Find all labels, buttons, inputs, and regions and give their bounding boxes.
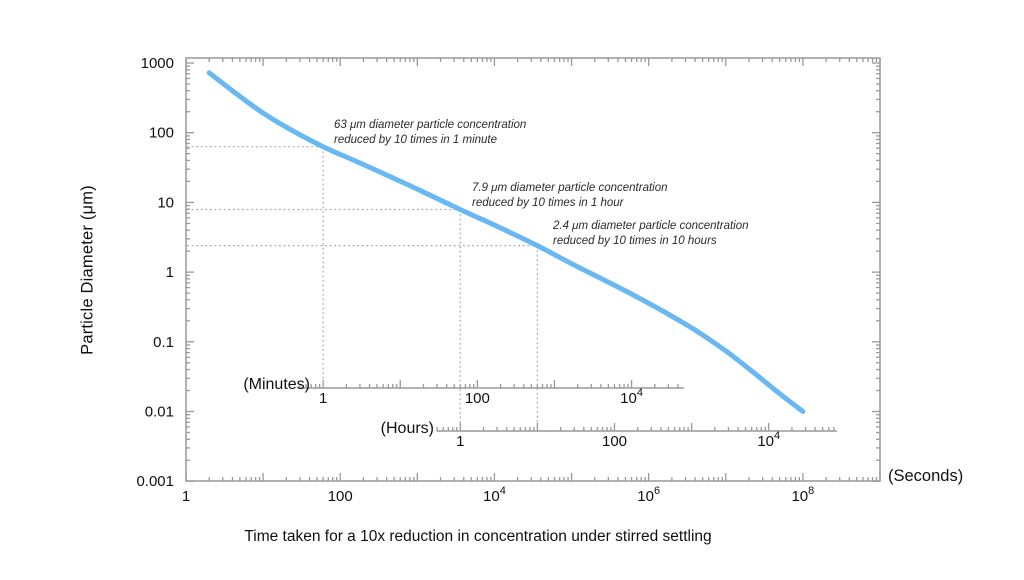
- diameter-tick-label: 100: [149, 125, 174, 142]
- minutes-axis-tick-label: 1: [319, 390, 327, 407]
- seconds-tick-label: 1: [182, 488, 190, 505]
- main-plot-box: [185, 57, 881, 482]
- seconds-tick-label: 108: [791, 485, 814, 505]
- seconds-tick-label: 100: [328, 488, 353, 505]
- minutes-axis: 1 100 104: [299, 380, 685, 407]
- diameter-axis-tick-labels: 1000 100 10 1 0.1 0.01 0.001: [136, 55, 174, 490]
- annotation-2.4um-line2: reduced by 10 times in 10 hours: [553, 235, 717, 247]
- hours-axis-unit-label: (Hours): [380, 420, 434, 437]
- diameter-axis-ticks: [186, 62, 880, 482]
- annotation-63um-line2: reduced by 10 times in 1 minute: [334, 134, 498, 146]
- annotation-2.4um: 2.4 μm diameter particle concentration r…: [553, 219, 749, 249]
- minutes-axis-unit-label: (Minutes): [243, 376, 310, 393]
- annotation-guide-lines: [187, 146, 538, 431]
- hours-axis: 1 100 104: [436, 423, 837, 450]
- seconds-axis-ticks: [185, 58, 881, 481]
- diameter-tick-label: 10: [157, 194, 174, 211]
- diameter-tick-label: 1000: [141, 55, 174, 72]
- annotation-63um-line1: 63 μm diameter particle concentration: [334, 119, 527, 131]
- x-axis-title: Time taken for a 10x reduction in concen…: [244, 528, 712, 545]
- annotation-7.9um-line2: reduced by 10 times in 1 hour: [472, 197, 624, 209]
- diameter-tick-label: 0.001: [136, 473, 174, 490]
- minutes-axis-tick-label: 100: [465, 390, 490, 407]
- seconds-axis-unit-label: (Seconds): [888, 467, 964, 485]
- hours-axis-tick-label: 104: [757, 430, 780, 450]
- diameter-tick-label: 0.01: [145, 404, 174, 421]
- seconds-tick-label: 106: [637, 485, 660, 505]
- minutes-axis-tick-label: 104: [620, 387, 643, 407]
- hours-axis-tick-label: 1: [456, 433, 464, 450]
- hours-axis-tick-label: 100: [602, 433, 627, 450]
- y-axis-title: Particle Diameter (μm): [78, 185, 97, 355]
- annotation-63um: 63 μm diameter particle concentration re…: [334, 118, 526, 148]
- annotation-2.4um-line1: 2.4 μm diameter particle concentration: [553, 220, 749, 232]
- annotation-7.9um-line1: 7.9 μm diameter particle concentration: [472, 182, 668, 194]
- diameter-tick-label: 0.1: [153, 334, 174, 351]
- annotation-7.9um: 7.9 μm diameter particle concentration r…: [472, 181, 668, 211]
- diameter-tick-label: 1: [166, 264, 174, 281]
- settling-curve: [206, 70, 806, 414]
- seconds-tick-label: 104: [483, 485, 506, 505]
- seconds-axis-tick-labels: 1 100 104 106 108: [182, 485, 814, 505]
